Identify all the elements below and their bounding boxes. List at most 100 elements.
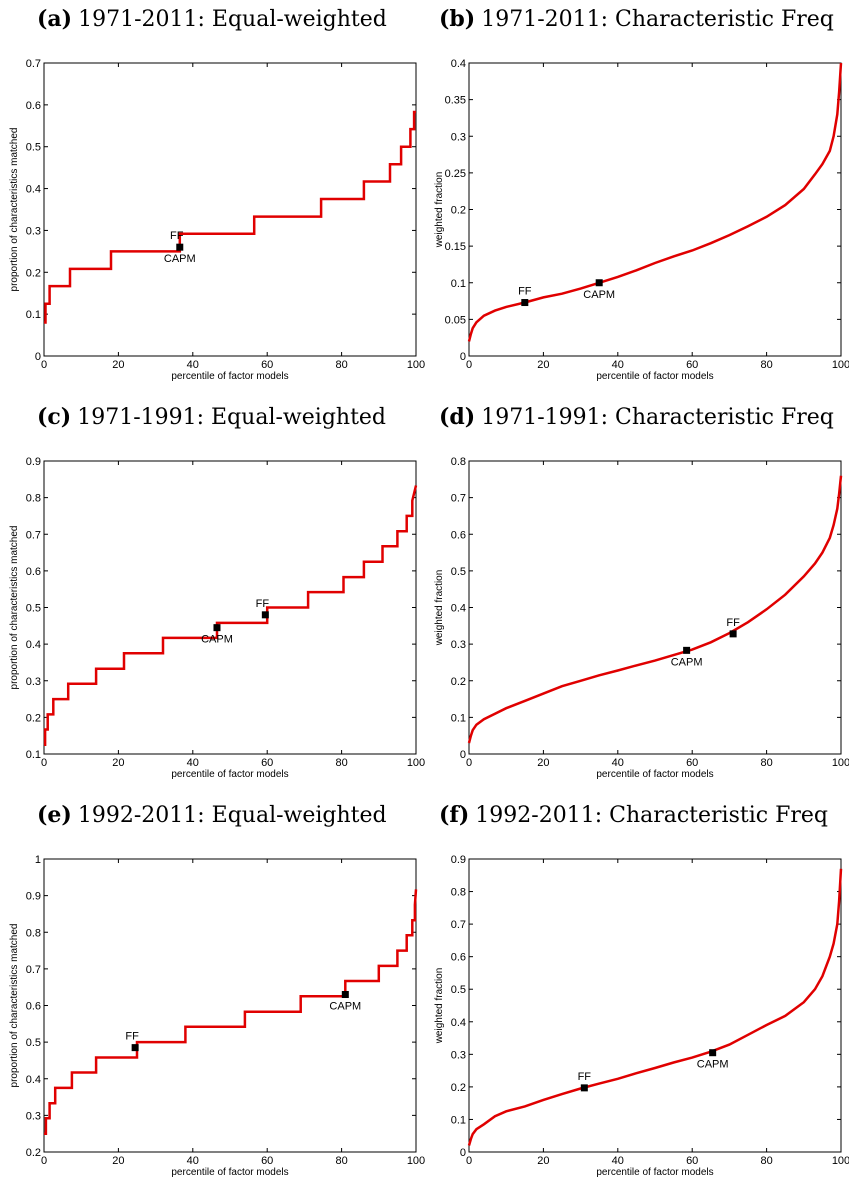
panel-title-text: 1971-2011: Characteristic Freq — [481, 7, 834, 32]
y-tick-label: 0.3 — [26, 676, 41, 688]
x-tick-label: 60 — [686, 757, 698, 769]
data-marker — [261, 611, 269, 619]
chart-c: 0 20 40 60 80 100 0.1 0.2 0.3 0.4 0.5 0.6 0.7 0.8 0.9 p… — [9, 456, 425, 780]
y-tick-label: 0.15 — [445, 241, 466, 253]
x-tick-label: 80 — [760, 359, 772, 371]
data-marker — [131, 1044, 139, 1052]
marker-label-ff: FF — [170, 230, 184, 242]
y-axis-label: weighted fraction — [434, 172, 445, 249]
marker-label-capm: CAPM — [329, 1001, 361, 1013]
y-tick-label: 0.05 — [445, 314, 466, 326]
panel-title-text: 1992-2011: Characteristic Freq — [475, 803, 828, 828]
y-tick-label: 0.9 — [451, 854, 466, 866]
panel-e: (e) 1992-2011: Equal-weighted 0 20 40 60 80 10… — [0, 796, 425, 1194]
y-tick-label: 0.7 — [26, 964, 41, 976]
panel-title-text: 1992-2011: Equal-weighted — [77, 803, 387, 828]
y-tick-label: 0.9 — [26, 891, 41, 903]
x-tick-label: 60 — [261, 359, 273, 371]
y-tick-label: 0.35 — [445, 95, 466, 107]
x-tick-label: 40 — [187, 1155, 199, 1167]
x-tick-label: 40 — [612, 757, 624, 769]
y-tick-label: 0.8 — [451, 887, 466, 899]
panel-title-text: 1971-2011: Equal-weighted — [78, 7, 387, 32]
x-tick-label: 40 — [612, 1155, 624, 1167]
x-tick-label: 100 — [407, 1155, 425, 1167]
y-tick-label: 0.4 — [451, 603, 466, 615]
x-tick-label: 60 — [261, 757, 273, 769]
y-axis-label: proportion of characteristics matched — [9, 128, 20, 292]
chart-d: 0 20 40 60 80 100 0 0.1 0.2 0.3 0.4 0.5 0.6 0.7 0.8 per… — [434, 456, 849, 780]
y-tick-label: 0.1 — [451, 1114, 466, 1126]
series-line — [467, 868, 843, 1146]
x-tick-label: 80 — [760, 1155, 772, 1167]
x-axis-label: percentile of factor models — [596, 1167, 713, 1178]
panel-title-text: 1971-1991: Characteristic Freq — [481, 405, 834, 430]
marker-label-ff: FF — [726, 617, 740, 629]
y-tick-label: 0.1 — [26, 309, 41, 321]
data-marker — [709, 1049, 717, 1057]
marker-label-capm: CAPM — [164, 253, 196, 265]
x-tick-label: 80 — [760, 757, 772, 769]
axes-frame — [43, 62, 417, 357]
x-tick-label: 40 — [187, 757, 199, 769]
y-tick-label: 0.3 — [26, 225, 41, 237]
x-tick-label: 100 — [407, 359, 425, 371]
marker-label-ff: FF — [125, 1031, 139, 1043]
marker-label-ff: FF — [256, 598, 270, 610]
y-tick-label: 0.1 — [451, 712, 466, 724]
y-tick-label: 0 — [460, 1147, 466, 1159]
panel-title-b: (b) 1971-2011: Characteristic Freq — [439, 6, 849, 32]
x-axis-label: percentile of factor models — [171, 769, 288, 780]
y-tick-label: 0.6 — [26, 1001, 41, 1013]
y-tick-label: 0 — [460, 351, 466, 363]
chart-f: 0 20 40 60 80 100 0 0.1 0.2 0.3 0.4 0.5 0.6 0.7 0.8 0.9… — [434, 854, 849, 1178]
series-line — [44, 110, 416, 324]
x-tick-label: 60 — [686, 1155, 698, 1167]
data-marker — [595, 279, 603, 287]
panel-title-d: (d) 1971-1991: Characteristic Freq — [439, 404, 849, 430]
y-tick-label: 0.4 — [26, 639, 41, 651]
x-tick-label: 0 — [41, 359, 47, 371]
y-tick-label: 0 — [460, 749, 466, 761]
y-tick-label: 0.5 — [26, 142, 41, 154]
y-tick-label: 0.2 — [451, 676, 466, 688]
x-tick-label: 40 — [612, 359, 624, 371]
panel-c: (c) 1971-1991: Equal-weighted 0 20 40 60 80 10… — [0, 398, 425, 796]
x-tick-label: 20 — [537, 359, 549, 371]
y-tick-label: 0.7 — [451, 493, 466, 505]
x-axis-label: percentile of factor models — [171, 371, 288, 382]
chart-a: 0 20 40 60 80 100 0 0.1 0.2 0.3 0.4 0.5 0.6 0.7 percen… — [9, 58, 425, 382]
y-tick-label: 0.7 — [451, 919, 466, 931]
x-tick-label: 20 — [537, 757, 549, 769]
data-marker — [580, 1084, 588, 1092]
panel-title-c: (c) 1971-1991: Equal-weighted — [37, 404, 461, 430]
x-tick-label: 0 — [466, 757, 472, 769]
marker-label-capm: CAPM — [697, 1059, 729, 1071]
axes-frame — [468, 460, 842, 755]
y-tick-label: 0.6 — [26, 100, 41, 112]
y-tick-label: 0.4 — [451, 1017, 466, 1029]
y-axis-label: proportion of characteristics matched — [9, 924, 20, 1088]
y-tick-label: 0.6 — [451, 529, 466, 541]
y-tick-label: 0.1 — [26, 749, 41, 761]
y-tick-label: 0.2 — [451, 1082, 466, 1094]
panel-label: (e) — [37, 802, 72, 828]
y-tick-label: 0.5 — [451, 984, 466, 996]
series-line — [43, 485, 418, 747]
y-axis-label: proportion of characteristics matched — [9, 526, 20, 690]
panel-f: (f) 1992-2011: Characteristic Freq 0 20 40 6… — [425, 796, 849, 1194]
y-tick-label: 0.6 — [451, 952, 466, 964]
data-marker — [341, 991, 349, 999]
y-tick-label: 0.7 — [26, 529, 41, 541]
y-tick-label: 0.2 — [26, 1147, 41, 1159]
x-tick-label: 0 — [41, 1155, 47, 1167]
y-tick-label: 0.2 — [26, 267, 41, 279]
x-tick-label: 0 — [466, 359, 472, 371]
y-tick-label: 0.3 — [451, 639, 466, 651]
y-tick-label: 0.2 — [26, 712, 41, 724]
y-tick-label: 0.8 — [451, 456, 466, 468]
marker-label-capm: CAPM — [671, 656, 703, 668]
x-axis-label: percentile of factor models — [171, 1167, 288, 1178]
y-tick-label: 0.2 — [451, 205, 466, 217]
x-axis-label: percentile of factor models — [596, 769, 713, 780]
